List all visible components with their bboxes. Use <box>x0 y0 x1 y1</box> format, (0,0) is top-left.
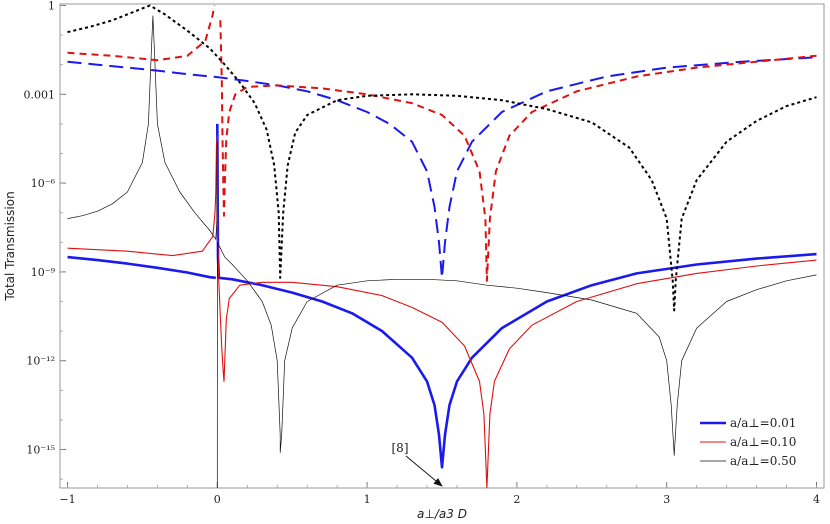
y-tick-label: 10⁻¹² <box>26 355 55 368</box>
series-line-5 <box>67 4 817 312</box>
plot-frame <box>59 3 825 489</box>
annotation: [8] <box>392 441 443 487</box>
series-line-2 <box>67 15 218 240</box>
y-tick-label: 10⁻⁶ <box>31 177 56 190</box>
series-line-0 <box>216 123 817 469</box>
series-line-4 <box>219 20 817 282</box>
series-line-0 <box>67 255 216 280</box>
annotation-label: [8] <box>392 441 409 455</box>
y-tick-label: 10⁻¹⁵ <box>26 444 55 457</box>
series-line-1 <box>216 135 817 488</box>
series-line-3 <box>67 56 817 279</box>
y-tick-label: 0.001 <box>24 88 56 101</box>
series-line-2 <box>216 241 817 488</box>
axis-ticks: −1 0 1 2 3 4 1 0.001 10⁻⁶ 10⁻⁹ 10⁻¹² 10⁻¹⁵ <box>24 0 821 506</box>
series-group <box>67 4 817 488</box>
series-line-4 <box>67 5 216 62</box>
x-tick-label: 4 <box>813 493 820 506</box>
x-tick-label: −1 <box>59 493 75 506</box>
y-axis-label: Total Transmission <box>3 191 17 301</box>
y-tick-label: 1 <box>48 0 55 12</box>
y-tick-label: 10⁻⁹ <box>31 266 56 279</box>
x-tick-label: 0 <box>214 493 221 506</box>
annotation-arrow <box>405 455 443 487</box>
x-axis-label: a⊥/a3 D <box>417 507 467 521</box>
x-tick-label: 1 <box>364 493 371 506</box>
legend-label: a/a⊥=0.01 <box>730 416 796 430</box>
legend-label: a/a⊥=0.10 <box>730 435 796 449</box>
x-tick-label: 3 <box>663 493 670 506</box>
legend-label: a/a⊥=0.50 <box>730 454 796 468</box>
series-line-1 <box>67 141 218 257</box>
legend: a/a⊥=0.01 a/a⊥=0.10 a/a⊥=0.50 <box>700 416 796 468</box>
x-tick-label: 2 <box>513 493 520 506</box>
